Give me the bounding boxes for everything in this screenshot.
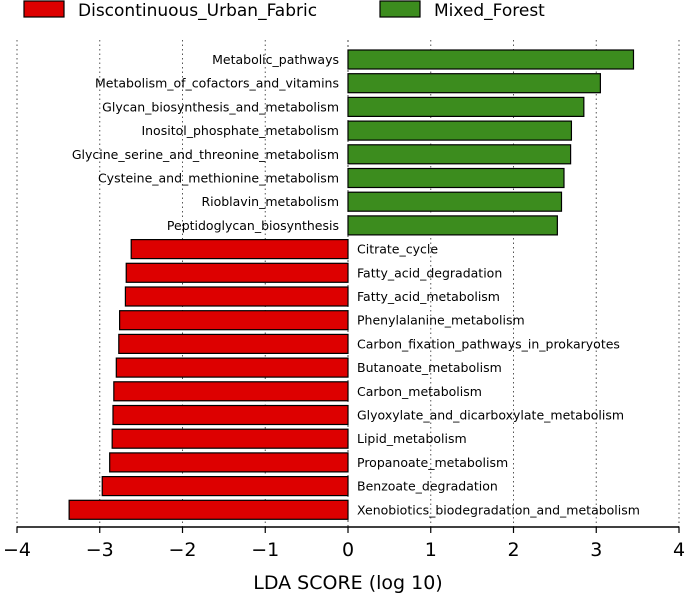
bar-label: Cysteine_and_methionine_metabolism bbox=[98, 171, 339, 186]
x-tick-label: 2 bbox=[507, 539, 519, 561]
bar-inositol-phosphate-metabolism bbox=[347, 120, 573, 141]
bar-label: Benzoate_degradation bbox=[357, 479, 498, 494]
bar-benzoate-degradation bbox=[101, 476, 349, 497]
bar-label: Glyoxylate_and_dicarboxylate_metabolism bbox=[357, 408, 624, 423]
bar-cysteine-and-methionine-metabolism bbox=[347, 167, 565, 189]
bar-label: Rioblavin_metabolism bbox=[201, 194, 339, 209]
legend-label: Mixed_Forest bbox=[434, 1, 545, 21]
bar-carbon-fixation-pathways-in-prokaryotes bbox=[118, 333, 349, 354]
bar-propanoate-metabolism bbox=[109, 452, 349, 473]
bar-label: Xenobiotics_biodegradation_and_metabolis… bbox=[357, 502, 640, 517]
x-tick-label: 4 bbox=[673, 539, 685, 561]
bar-label: Glycine_serine_and_threonine_metabolism bbox=[72, 147, 339, 162]
bar-label: Lipid_metabolism bbox=[357, 431, 467, 446]
legend-swatch bbox=[379, 0, 421, 18]
bar-labels-group: Metabolic_pathways Metabolism_of_cofactor… bbox=[72, 52, 640, 517]
bar-butanoate-metabolism bbox=[115, 357, 349, 378]
x-axis-title: LDA SCORE (log 10) bbox=[253, 572, 442, 594]
bar-xenobiotics-biodegradation-and-metabolism bbox=[68, 499, 349, 520]
bar-carbon-metabolism bbox=[113, 381, 349, 402]
x-tick-label: −1 bbox=[251, 539, 279, 561]
bar-label: Peptidoglycan_biosynthesis bbox=[167, 218, 339, 233]
bar-label: Inositol_phosphate_metabolism bbox=[141, 123, 339, 138]
bar-label: Fatty_acid_metabolism bbox=[357, 289, 500, 304]
bar-label: Propanoate_metabolism bbox=[357, 455, 508, 470]
bar-metabolic-pathways bbox=[347, 49, 635, 70]
bar-peptidoglycan-biosynthesis bbox=[347, 215, 558, 236]
x-tick-label: −3 bbox=[86, 539, 114, 561]
x-tick-label: 3 bbox=[590, 539, 602, 561]
bar-citrate-cycle bbox=[130, 239, 349, 260]
legend-label: Discontinuous_Urban_Fabric bbox=[78, 1, 317, 21]
bar-label: Glycan_biosynthesis_and_metabolism bbox=[102, 99, 339, 114]
bar-fatty-acid-metabolism bbox=[124, 286, 349, 307]
x-tick-label: 1 bbox=[425, 539, 437, 561]
bar-glyoxylate-and-dicarboxylate-metabolism bbox=[112, 404, 349, 426]
bar-label: Fatty_acid_degradation bbox=[357, 265, 502, 280]
x-tick-label: −2 bbox=[168, 539, 196, 561]
bar-label: Citrate_cycle bbox=[357, 242, 438, 257]
bar-fatty-acid-degradation bbox=[125, 262, 349, 283]
bar-label: Carbon_fixation_pathways_in_prokaryotes bbox=[357, 336, 620, 351]
x-tick-label: 0 bbox=[342, 539, 354, 561]
bar-label: Metabolism_of_cofactors_and_vitamins bbox=[95, 76, 339, 91]
bars-group bbox=[68, 49, 635, 520]
bar-label: Metabolic_pathways bbox=[212, 52, 339, 67]
bar-label: Phenylalanine_metabolism bbox=[357, 313, 525, 328]
bar-glycan-biosynthesis-and-metabolism bbox=[347, 96, 585, 118]
bar-phenylalanine-metabolism bbox=[119, 310, 349, 331]
bar-rioblavin-metabolism bbox=[347, 191, 563, 212]
bar-glycine-serine-and-threonine-metabolism bbox=[347, 144, 572, 165]
x-axis: −4 −3 −2 −1 0 1 2 3 4 bbox=[3, 526, 685, 561]
bar-label: Butanoate_metabolism bbox=[357, 360, 502, 375]
bar-metabolism-of-cofactors-and-vitamins bbox=[347, 73, 601, 94]
bar-lipid-metabolism bbox=[111, 428, 349, 449]
legend-swatch bbox=[23, 0, 65, 18]
legend: Discontinuous_Urban_Fabric Mixed_Forest bbox=[23, 0, 545, 21]
x-tick-label: −4 bbox=[3, 539, 31, 561]
bar-label: Carbon_metabolism bbox=[357, 384, 482, 399]
